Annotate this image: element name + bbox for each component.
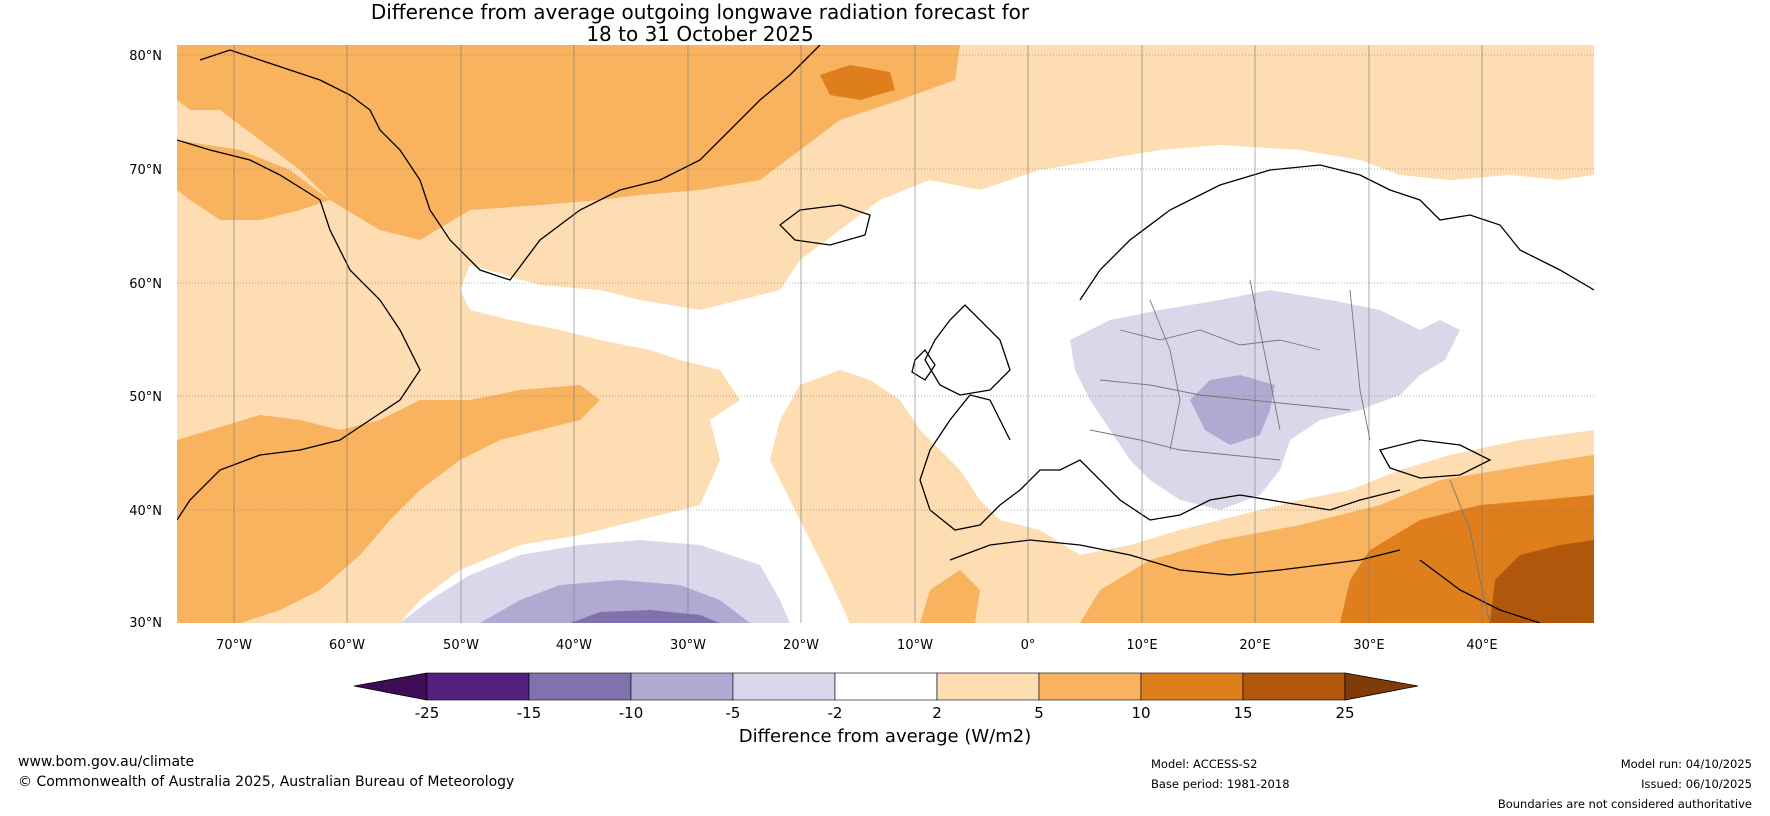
colorbar-high-extend <box>1344 672 1419 701</box>
anomaly-brown-arabia <box>1490 540 1594 623</box>
map-title: Difference from average outgoing longwav… <box>370 0 1030 24</box>
lat-label: 40°N <box>129 504 162 519</box>
colorbar-segment <box>936 672 1040 701</box>
lat-label: 80°N <box>129 49 162 64</box>
greenland-coast <box>379 45 821 281</box>
lon-label: 70°W <box>216 638 252 653</box>
model-run-date: Model run: 04/10/2025 <box>1620 757 1752 771</box>
lon-label: 20°W <box>783 638 819 653</box>
colorbar-tick: 15 <box>1233 704 1252 722</box>
colorbar-segment <box>1038 672 1142 701</box>
lon-label: 60°W <box>329 638 365 653</box>
colorbar-tick: -5 <box>726 704 741 722</box>
model-name: Model: ACCESS-S2 <box>1151 757 1258 771</box>
anomaly-purple-atlantic <box>480 580 750 623</box>
colorbar-tick: 25 <box>1335 704 1354 722</box>
borders <box>1089 279 1491 623</box>
colorbar-tick: -10 <box>619 704 644 722</box>
colorbar-tick: 10 <box>1131 704 1150 722</box>
copyright-notice: © Commonwealth of Australia 2025, Austra… <box>18 774 515 790</box>
colorbar-segment <box>1242 672 1346 701</box>
arabia-coast <box>1419 559 1541 623</box>
lon-label: 10°W <box>897 638 933 653</box>
issued-date: Issued: 06/10/2025 <box>1641 777 1752 791</box>
anomaly-darkpurple-atlantic <box>570 610 720 623</box>
colorbar-segment <box>426 672 530 701</box>
anomaly-orange-greenland <box>177 45 960 240</box>
colorbar-tick: -2 <box>828 704 843 722</box>
canada-coast <box>177 139 421 521</box>
lon-label: 0° <box>1021 638 1036 653</box>
lon-label: 50°W <box>443 638 479 653</box>
colorbar: -25 -15 -10 -5 -2 2 5 10 15 25 <box>353 672 1419 722</box>
coastlines <box>177 45 1594 623</box>
colorbar-tick: -25 <box>415 704 440 722</box>
ireland-coast <box>911 348 936 381</box>
website-url: www.bom.gov.au/climate <box>18 754 195 770</box>
black-sea-coast <box>1379 439 1492 479</box>
colorbar-tick: 2 <box>932 704 942 722</box>
lon-label: 40°W <box>556 638 592 653</box>
lon-label: 30°W <box>670 638 706 653</box>
britain-coast <box>924 304 1011 396</box>
colorbar-segment <box>1140 672 1244 701</box>
colorbar-segment <box>834 672 938 701</box>
anomaly-purple-europe <box>1190 375 1275 445</box>
lat-label: 50°N <box>129 390 162 405</box>
colorbar-label: Difference from average (W/m2) <box>738 726 1032 747</box>
anomaly-orange-westafrica <box>920 570 980 623</box>
greenland-west <box>199 49 381 131</box>
lon-label: 10°E <box>1126 638 1157 653</box>
lon-label: 20°E <box>1239 638 1270 653</box>
scandinavia-coast <box>1079 164 1594 301</box>
north-africa-coast <box>949 539 1401 576</box>
europe-west-coast <box>919 394 1401 531</box>
map-subtitle: 18 to 31 October 2025 <box>586 22 814 46</box>
lat-label: 70°N <box>129 163 162 178</box>
colorbar-segment <box>732 672 836 701</box>
anomaly-orange-southwest <box>177 385 600 623</box>
colorbar-tick: -15 <box>517 704 542 722</box>
longitude-labels: 70°W 60°W 50°W 40°W 30°W 20°W 10°W 0° 10… <box>216 638 1498 653</box>
anomaly-orange-labrador <box>177 140 330 220</box>
colorbar-segment <box>528 672 632 701</box>
lat-label: 60°N <box>129 277 162 292</box>
anomaly-field <box>177 45 1594 623</box>
colorbar-low-extend <box>353 672 428 701</box>
boundary-disclaimer: Boundaries are not considered authoritat… <box>1497 797 1752 811</box>
lat-label: 30°N <box>129 616 162 631</box>
colorbar-segment <box>630 672 734 701</box>
base-period: Base period: 1981-2018 <box>1151 777 1290 791</box>
lon-label: 40°E <box>1466 638 1497 653</box>
colorbar-tick: 5 <box>1034 704 1044 722</box>
anomaly-dark-orange-greenland <box>820 65 895 100</box>
lon-label: 30°E <box>1353 638 1384 653</box>
gridlines <box>177 54 1594 511</box>
latitude-labels: 80°N 70°N 60°N 50°N 40°N 30°N <box>129 49 162 631</box>
anomaly-white-central <box>400 145 1594 623</box>
meridians <box>233 45 1483 623</box>
